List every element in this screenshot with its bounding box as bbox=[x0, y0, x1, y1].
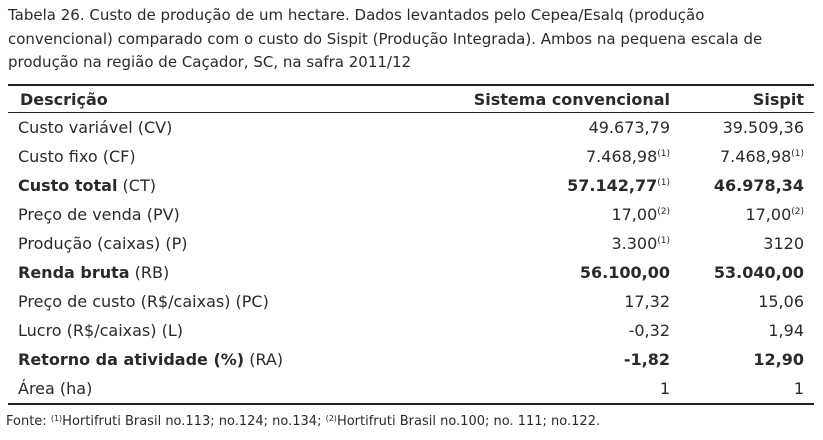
label-suffix: (CT) bbox=[122, 176, 156, 195]
value-text: 56.100,00 bbox=[579, 263, 670, 282]
value-cell: 53.040,00 bbox=[680, 258, 814, 287]
value-text: 17,32 bbox=[624, 292, 670, 311]
footnote-ref: (1) bbox=[657, 178, 670, 188]
value-cell: 17,32 bbox=[360, 287, 680, 316]
label-text: Preço de venda (PV) bbox=[18, 205, 180, 224]
value-text: 57.142,77 bbox=[567, 176, 658, 195]
value-cell: 17,00(2) bbox=[680, 200, 814, 229]
value-text: 1,94 bbox=[768, 321, 804, 340]
value-cell: 3120 bbox=[680, 229, 814, 258]
table-body: Custo variável (CV) 49.673,79 39.509,36 Cus… bbox=[8, 113, 814, 405]
value-cell: 57.142,77(1) bbox=[360, 171, 680, 200]
label-suffix: (RB) bbox=[134, 263, 170, 282]
footnote-ref: (1) bbox=[50, 414, 63, 423]
footnote-ref: (2) bbox=[791, 207, 804, 217]
cost-table: Descrição Sistema convencional Sispit Cu… bbox=[8, 84, 814, 405]
footnote: Fonte: (1)Hortifruti Brasil no.113; no.1… bbox=[6, 414, 600, 429]
value-cell: 3.300(1) bbox=[360, 229, 680, 258]
value-cell: 7.468,98(1) bbox=[680, 142, 814, 171]
table-row: Área (ha) 1 1 bbox=[8, 374, 814, 405]
value-cell: 1 bbox=[680, 374, 814, 405]
label-text: Preço de custo (R$/caixas) (PC) bbox=[18, 292, 269, 311]
value-text: 7.468,98 bbox=[586, 147, 658, 166]
caption-line: produção na região de Caçador, SC, na sa… bbox=[8, 53, 412, 71]
label-text: Renda bruta bbox=[18, 263, 130, 282]
row-label: Produção (caixas) (P) bbox=[8, 229, 360, 258]
header-cell: Descrição bbox=[8, 84, 360, 113]
value-cell: 56.100,00 bbox=[360, 258, 680, 287]
value-text: 39.509,36 bbox=[722, 118, 804, 137]
value-cell: 7.468,98(1) bbox=[360, 142, 680, 171]
value-text: 53.040,00 bbox=[713, 263, 804, 282]
table-row: Preço de venda (PV) 17,00(2) 17,00(2) bbox=[8, 200, 814, 229]
footnote-ref: (2) bbox=[657, 207, 670, 217]
value-text: 17,00 bbox=[611, 205, 658, 224]
value-text: 1 bbox=[793, 379, 804, 398]
row-label: Renda bruta (RB) bbox=[8, 258, 360, 287]
label-text: Produção (caixas) (P) bbox=[18, 234, 188, 253]
table-row: Custo fixo (CF) 7.468,98(1) 7.468,98(1) bbox=[8, 142, 814, 171]
value-cell: 46.978,34 bbox=[680, 171, 814, 200]
value-cell: 17,00(2) bbox=[360, 200, 680, 229]
value-text: 15,06 bbox=[758, 292, 804, 311]
row-label: Custo variável (CV) bbox=[8, 113, 360, 143]
value-text: 49.673,79 bbox=[588, 118, 670, 137]
footnote-ref: (1) bbox=[791, 149, 804, 159]
header-row: Descrição Sistema convencional Sispit bbox=[8, 84, 814, 113]
value-text: -0,32 bbox=[628, 321, 670, 340]
table-row: Lucro (R$/caixas) (L) -0,32 1,94 bbox=[8, 316, 814, 345]
table-row: Produção (caixas) (P) 3.300(1) 3120 bbox=[8, 229, 814, 258]
value-text: 1 bbox=[659, 379, 670, 398]
value-text: 3120 bbox=[763, 234, 804, 253]
table-row: Retorno da atividade (%) (RA) -1,82 12,90 bbox=[8, 345, 814, 374]
value-cell: 12,90 bbox=[680, 345, 814, 374]
value-cell: 15,06 bbox=[680, 287, 814, 316]
row-label: Retorno da atividade (%) (RA) bbox=[8, 345, 360, 374]
table-row: Custo total (CT) 57.142,77(1) 46.978,34 bbox=[8, 171, 814, 200]
caption-line: Tabela 26. Custo de produção de um hecta… bbox=[8, 6, 705, 24]
header-cell: Sistema convencional bbox=[360, 84, 680, 113]
table-header: Descrição Sistema convencional Sispit bbox=[8, 84, 814, 113]
header-cell: Sispit bbox=[680, 84, 814, 113]
table-row: Preço de custo (R$/caixas) (PC) 17,32 15,0… bbox=[8, 287, 814, 316]
label-text: Área (ha) bbox=[18, 379, 93, 398]
value-cell: 39.509,36 bbox=[680, 113, 814, 143]
value-cell: -0,32 bbox=[360, 316, 680, 345]
row-label: Custo fixo (CF) bbox=[8, 142, 360, 171]
label-text: Custo total bbox=[18, 176, 118, 195]
caption: Tabela 26. Custo de produção de um hecta… bbox=[8, 4, 762, 75]
value-text: 46.978,34 bbox=[713, 176, 804, 195]
label-text: Custo variável (CV) bbox=[18, 118, 173, 137]
label-text: Retorno da atividade (%) bbox=[18, 350, 245, 369]
value-text: 3.300 bbox=[611, 234, 658, 253]
footnote-text: Hortifruti Brasil no.113; no.124; no.134… bbox=[62, 414, 322, 429]
caption-line: convencional) comparado com o custo do S… bbox=[8, 29, 763, 48]
label-text: Lucro (R$/caixas) (L) bbox=[18, 321, 183, 340]
row-label: Lucro (R$/caixas) (L) bbox=[8, 316, 360, 345]
footnote-ref: (1) bbox=[657, 236, 670, 246]
footnote-ref: (2) bbox=[325, 414, 337, 423]
footnote-text: Hortifruti Brasil no.100; no. 111; no.12… bbox=[336, 414, 601, 429]
value-text: 12,90 bbox=[753, 350, 804, 369]
value-cell: -1,82 bbox=[360, 345, 680, 374]
label-suffix: (RA) bbox=[249, 350, 284, 369]
label-text: Custo fixo (CF) bbox=[18, 147, 136, 166]
footnote-ref: (1) bbox=[657, 149, 670, 159]
value-cell: 49.673,79 bbox=[360, 113, 680, 143]
value-text: 17,00 bbox=[745, 205, 792, 224]
table-row: Custo variável (CV) 49.673,79 39.509,36 bbox=[8, 113, 814, 143]
value-text: -1,82 bbox=[623, 350, 670, 369]
row-label: Custo total (CT) bbox=[8, 171, 360, 200]
table-row: Renda bruta (RB) 56.100,00 53.040,00 bbox=[8, 258, 814, 287]
value-cell: 1 bbox=[360, 374, 680, 405]
footnote-label: Fonte: bbox=[6, 414, 47, 429]
row-label: Preço de custo (R$/caixas) (PC) bbox=[8, 287, 360, 316]
value-cell: 1,94 bbox=[680, 316, 814, 345]
row-label: Área (ha) bbox=[8, 374, 360, 405]
row-label: Preço de venda (PV) bbox=[8, 200, 360, 229]
value-text: 7.468,98 bbox=[720, 147, 792, 166]
